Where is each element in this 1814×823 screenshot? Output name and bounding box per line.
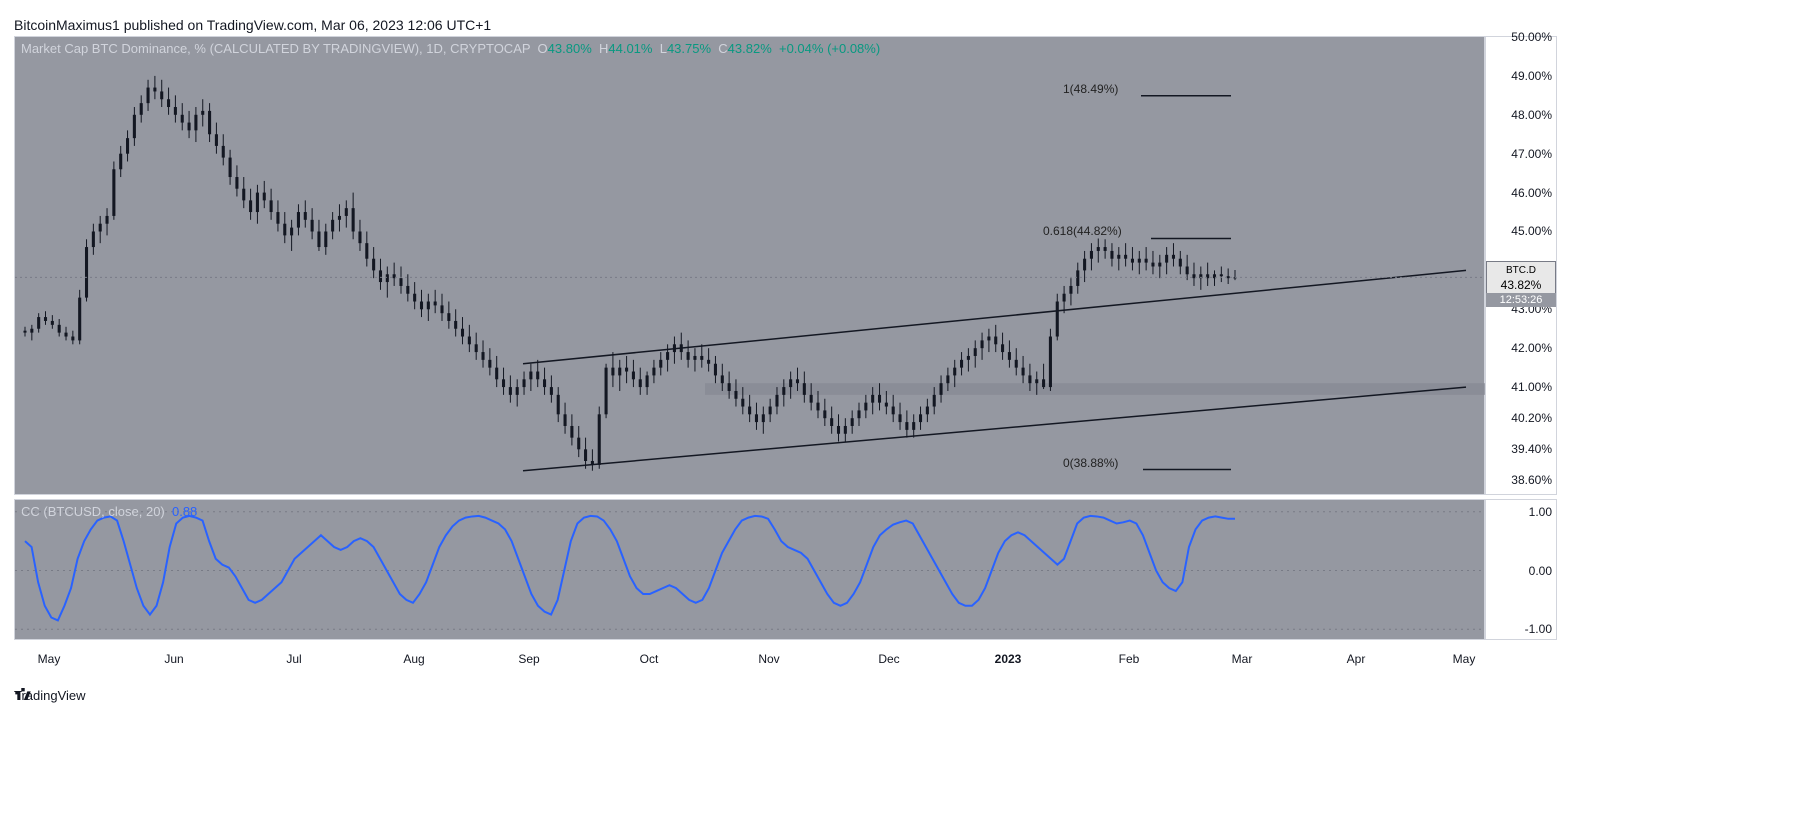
cc-legend: CC (BTCUSD, close, 20) 0.88 bbox=[21, 504, 197, 519]
price-tick: 48.00% bbox=[1511, 108, 1552, 122]
time-tick: Aug bbox=[403, 652, 424, 666]
price-tick: 42.00% bbox=[1511, 341, 1552, 355]
time-tick: May bbox=[38, 652, 61, 666]
time-tick: Nov bbox=[758, 652, 779, 666]
price-tick: -1.00 bbox=[1525, 622, 1552, 636]
time-tick: Apr bbox=[1347, 652, 1366, 666]
main-chart-pane[interactable]: Market Cap BTC Dominance, % (CALCULATED … bbox=[14, 36, 1485, 495]
price-tick: 1.00 bbox=[1529, 505, 1552, 519]
publish-info: BitcoinMaximus1 published on TradingView… bbox=[14, 17, 491, 33]
price-axis-main[interactable]: 50.00%49.00%48.00%47.00%46.00%45.00%44.0… bbox=[1485, 36, 1557, 495]
price-tick: 0.00 bbox=[1529, 564, 1552, 578]
time-tick: Oct bbox=[640, 652, 659, 666]
fib-label: 1(48.49%) bbox=[1063, 82, 1118, 96]
current-price-badge: BTC.D43.82% bbox=[1486, 261, 1556, 295]
chart-container[interactable]: Market Cap BTC Dominance, % (CALCULATED … bbox=[14, 36, 1485, 682]
time-tick: Mar bbox=[1232, 652, 1253, 666]
time-tick: Jun bbox=[164, 652, 183, 666]
price-tick: 50.00% bbox=[1511, 30, 1552, 44]
time-tick: Dec bbox=[878, 652, 899, 666]
price-tick: 39.40% bbox=[1511, 442, 1552, 456]
tradingview-logo-icon bbox=[14, 688, 32, 700]
candlestick-chart bbox=[15, 37, 1486, 496]
time-tick: May bbox=[1453, 652, 1476, 666]
time-tick: Sep bbox=[518, 652, 539, 666]
price-tick: 45.00% bbox=[1511, 224, 1552, 238]
indicator-pane[interactable]: CC (BTCUSD, close, 20) 0.88 bbox=[14, 499, 1485, 640]
time-tick: Jul bbox=[286, 652, 301, 666]
time-tick: 2023 bbox=[995, 652, 1022, 666]
price-axis[interactable]: 50.00%49.00%48.00%47.00%46.00%45.00%44.0… bbox=[1485, 36, 1557, 640]
tradingview-branding: TradingView bbox=[14, 688, 86, 703]
price-tick: 49.00% bbox=[1511, 69, 1552, 83]
cc-indicator-chart bbox=[15, 500, 1486, 641]
fib-label: 0(38.88%) bbox=[1063, 456, 1118, 470]
time-tick: Feb bbox=[1119, 652, 1140, 666]
price-tick: 47.00% bbox=[1511, 147, 1552, 161]
price-tick: 46.00% bbox=[1511, 186, 1552, 200]
fib-label: 0.618(44.82%) bbox=[1043, 224, 1122, 238]
price-axis-sub[interactable]: 1.00 0.00 -1.00 bbox=[1485, 499, 1557, 640]
chart-legend: Market Cap BTC Dominance, % (CALCULATED … bbox=[21, 41, 880, 56]
price-tick: 41.00% bbox=[1511, 380, 1552, 394]
price-tick: 38.60% bbox=[1511, 473, 1552, 487]
time-axis[interactable]: May Jun Jul Aug Sep Oct Nov Dec 2023 Feb Mar Apr May bbox=[14, 640, 1485, 682]
countdown-badge: 12:53:26 bbox=[1486, 293, 1556, 307]
price-tick: 40.20% bbox=[1511, 411, 1552, 425]
